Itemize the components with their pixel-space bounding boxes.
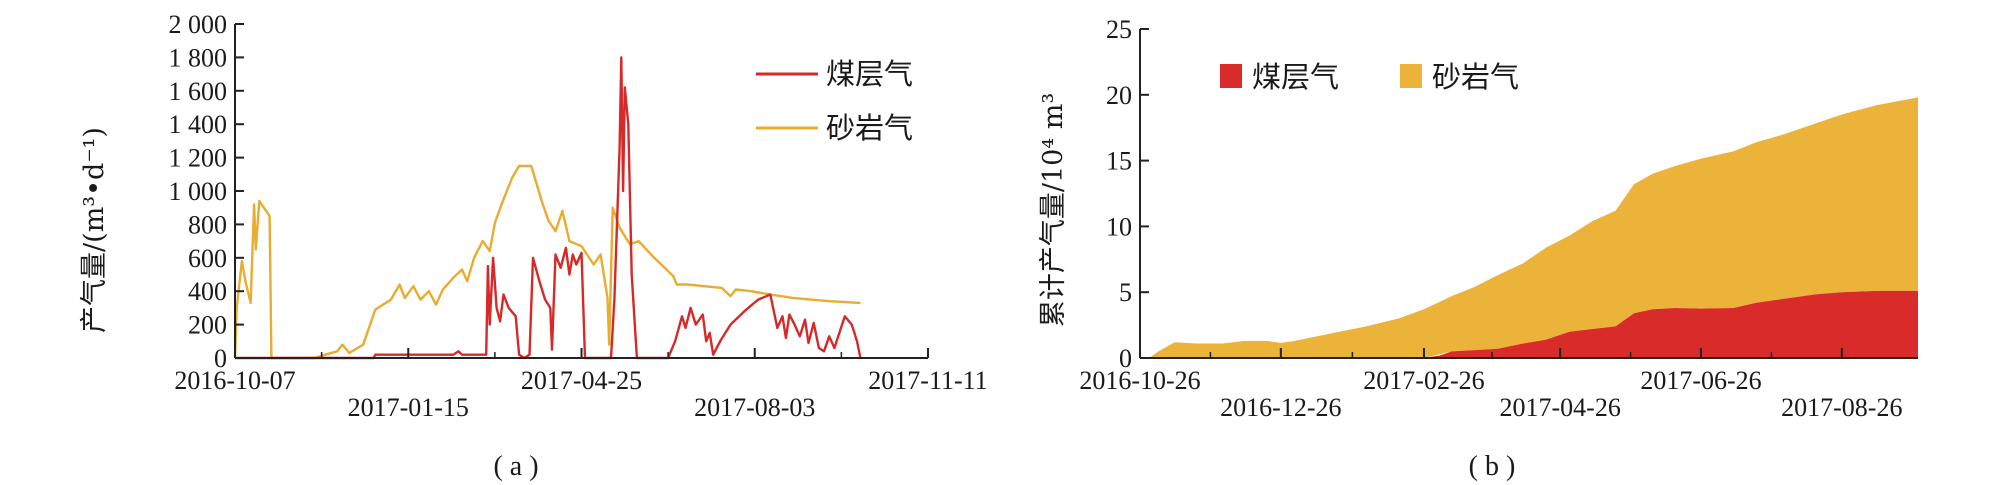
panel-b-y-axis-label: 累计产气量/10⁴ m³ (1038, 93, 1069, 327)
x-tick-label: 2016-12-26 (1220, 393, 1341, 422)
y-tick-label: 0 (214, 344, 227, 373)
x-tick-label: 2017-04-25 (521, 366, 642, 395)
y-tick-label: 800 (188, 210, 227, 239)
legend-label: 砂岩气 (1432, 60, 1519, 94)
y-tick-label: 20 (1106, 81, 1132, 110)
panel-b-legend: 煤层气 砂岩气 (1220, 60, 1519, 94)
x-tick-label: 2017-11-11 (868, 366, 987, 395)
legend-label: 煤层气 (1252, 60, 1339, 94)
y-tick-label: 200 (188, 311, 227, 340)
panel-a-line-chart: 0 200 400 600 800 1 000 1 200 1 400 1 600 1 800 2 … (79, 10, 988, 482)
x-tick-label: 2016-10-26 (1079, 366, 1200, 395)
x-tick-label: 2017-08-03 (694, 393, 815, 422)
y-tick-label: 25 (1106, 15, 1132, 44)
y-tick-label: 5 (1119, 278, 1132, 307)
x-tick-label: 2017-06-26 (1640, 366, 1761, 395)
legend-label: 煤层气 (826, 57, 913, 91)
panel-b-caption: ( b ) (1469, 451, 1516, 482)
area-sandstone-gas (1149, 97, 1918, 359)
x-tick-label: 2017-01-15 (348, 393, 469, 422)
legend-swatch (1220, 64, 1242, 88)
y-tick-label: 1 000 (169, 177, 228, 206)
legend-swatch (1400, 64, 1422, 88)
x-tick-label: 2016-10-07 (174, 366, 295, 395)
y-tick-label: 1 400 (169, 110, 228, 139)
y-tick-label: 1 800 (169, 43, 228, 72)
y-tick-label: 2 000 (169, 10, 228, 39)
x-tick-label: 2017-04-26 (1500, 393, 1621, 422)
panel-b-area-chart: 0 5 10 15 20 25 2016-10-26 2017-02-26 2017-06-26… (1038, 15, 1918, 482)
y-tick-label: 0 (1119, 344, 1132, 373)
legend-label: 砂岩气 (826, 111, 913, 145)
x-tick-label: 2017-08-26 (1781, 393, 1902, 422)
panel-a-caption: ( a ) (493, 451, 538, 482)
y-tick-label: 1 600 (169, 77, 228, 106)
area-coalbed-gas (1149, 290, 1918, 358)
y-tick-label: 15 (1106, 147, 1132, 176)
y-tick-label: 600 (188, 244, 227, 273)
series-line-sandstone-gas (233, 164, 861, 360)
x-tick-label: 2017-02-26 (1363, 366, 1484, 395)
panel-a-y-axis-label: 产气量/(m³•d⁻¹) (79, 127, 110, 333)
y-tick-label: 400 (188, 277, 227, 306)
y-tick-label: 10 (1106, 212, 1132, 241)
series-line-coalbed-gas (235, 56, 862, 360)
y-tick-label: 1 200 (169, 144, 228, 173)
